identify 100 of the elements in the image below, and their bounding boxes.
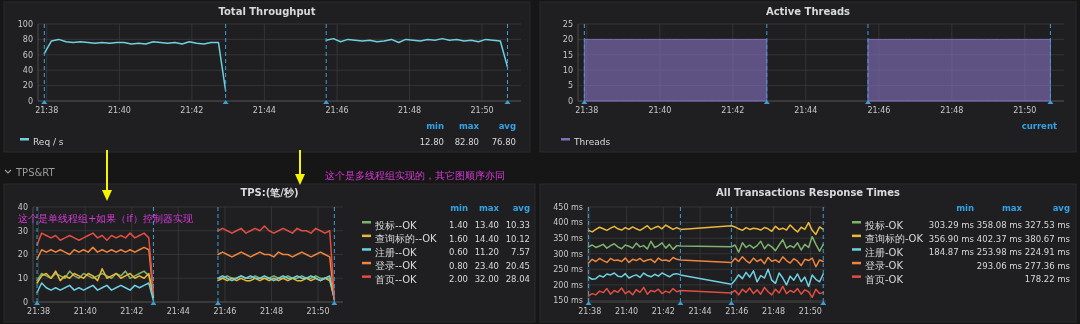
x-tick-label: 21:42 xyxy=(721,106,745,115)
x-tick-label: 21:40 xyxy=(107,106,131,115)
text: 28.04 xyxy=(505,274,530,285)
legend-label: 查询标的-OK xyxy=(865,233,924,245)
x-tick-label: 21:50 xyxy=(470,106,494,115)
x-tick-label: 21:42 xyxy=(120,307,144,316)
legend-label: 查询标的--OK xyxy=(375,233,438,245)
text: 10.12 xyxy=(505,233,530,244)
x-tick-label: 21:46 xyxy=(867,106,891,115)
x-tick-label: 21:40 xyxy=(648,106,672,115)
legend-label: 登录-OK xyxy=(865,260,904,272)
text: 402.37 ms xyxy=(976,233,1023,244)
text: 253.98 ms xyxy=(976,247,1023,258)
x-tick-label: 21:48 xyxy=(762,307,786,316)
x-tick-label: 21:40 xyxy=(615,307,639,316)
legend-label: 投标-OK xyxy=(864,219,904,231)
x-tick-label: 21:50 xyxy=(798,307,822,316)
y-tick-label: 450 ms xyxy=(553,202,583,212)
y-tick-label: 250 ms xyxy=(553,265,583,275)
y-tick-label: 40 xyxy=(22,66,33,75)
legend-label: 登录--OK xyxy=(375,260,418,272)
y-tick-label: 20 xyxy=(562,35,573,45)
x-tick-label: 21:38 xyxy=(578,307,602,316)
text: 76.80 xyxy=(491,136,516,147)
x-tick-label: 21:40 xyxy=(73,307,97,316)
x-tick-label: 21:42 xyxy=(651,307,675,316)
y-tick-label: 0 xyxy=(567,96,573,106)
text: min xyxy=(956,203,974,213)
text: 11.20 xyxy=(474,247,499,258)
text: min xyxy=(450,203,468,213)
x-tick-label: 21:50 xyxy=(1013,106,1037,115)
x-tick-label: 21:46 xyxy=(725,307,749,316)
x-tick-label: 21:38 xyxy=(35,106,59,115)
text: 20.45 xyxy=(505,260,530,271)
annotation: 这个是单线程组+如果（if）控制器实现 xyxy=(18,213,193,224)
y-tick-label: 20 xyxy=(17,250,28,260)
text: 12.80 xyxy=(419,136,444,147)
x-tick-label: 21:44 xyxy=(252,106,276,115)
text: 0.60 xyxy=(449,247,468,258)
text: 1.60 xyxy=(449,233,468,244)
y-tick-label: 25 xyxy=(562,19,573,29)
text: avg xyxy=(512,203,530,213)
text: max xyxy=(458,121,480,131)
text: 14.40 xyxy=(474,233,499,244)
y-tick-label: 300 ms xyxy=(553,249,583,259)
text: 224.91 ms xyxy=(1024,247,1071,258)
text: TPS&RT xyxy=(15,167,56,178)
x-tick-label: 21:44 xyxy=(688,307,712,316)
text: 7.57 xyxy=(511,247,530,258)
text: 13.40 xyxy=(474,219,499,230)
y-tick-label: 100 xyxy=(17,19,33,29)
x-tick-label: 21:42 xyxy=(180,106,204,115)
y-tick-label: 30 xyxy=(17,226,28,236)
y-tick-label: 400 ms xyxy=(553,218,583,228)
x-tick-label: 21:48 xyxy=(398,106,422,115)
y-tick-label: 10 xyxy=(562,66,573,75)
x-tick-label: 21:46 xyxy=(325,106,349,115)
text: avg xyxy=(1052,203,1070,213)
line-series xyxy=(587,256,824,268)
x-tick-label: 21:50 xyxy=(306,307,330,316)
y-tick-label: 200 ms xyxy=(553,280,583,290)
text: 327.53 ms xyxy=(1024,219,1071,230)
text: 2.00 xyxy=(449,274,468,285)
legend-label: 首页-OK xyxy=(865,273,904,285)
text: 0.80 xyxy=(449,260,468,271)
text: 356.90 ms xyxy=(928,233,975,244)
line-series xyxy=(587,235,824,253)
text: 293.06 ms xyxy=(976,260,1023,271)
chart-title: Active Threads xyxy=(765,6,851,17)
text: avg xyxy=(498,121,516,131)
y-tick-label: 80 xyxy=(22,35,33,45)
x-tick-label: 21:48 xyxy=(259,307,283,316)
text: 82.80 xyxy=(454,136,479,147)
x-tick-label: 21:46 xyxy=(213,307,237,316)
x-tick-label: 21:44 xyxy=(794,106,818,115)
line-series xyxy=(587,268,824,288)
x-tick-label: 21:48 xyxy=(940,106,964,115)
y-tick-label: 60 xyxy=(22,50,33,60)
y-tick-label: 150 ms xyxy=(553,296,583,306)
text: 358.08 ms xyxy=(976,219,1023,230)
legend-label: Req / s xyxy=(33,137,64,148)
y-tick-label: 10 xyxy=(17,274,28,284)
text: current xyxy=(1021,121,1057,131)
text: max xyxy=(1001,203,1023,213)
text: 277.36 ms xyxy=(1024,260,1071,271)
y-tick-label: 350 ms xyxy=(553,233,583,243)
chart-title: All Transactions Response Times xyxy=(715,187,901,198)
text: 1.40 xyxy=(449,219,468,230)
legend-label: 投标--OK xyxy=(374,219,418,231)
text: 184.87 ms xyxy=(928,247,975,258)
text: 32.00 xyxy=(474,274,499,285)
x-tick-label: 21:44 xyxy=(166,307,190,316)
text: max xyxy=(478,203,500,213)
legend-label: 注册-OK xyxy=(865,246,904,258)
x-tick-label: 21:38 xyxy=(27,307,51,316)
text: 10.33 xyxy=(505,219,530,230)
y-tick-label: 40 xyxy=(17,202,28,212)
legend-label: 注册--OK xyxy=(375,246,418,258)
chart-title: TPS:(笔/秒) xyxy=(240,187,299,198)
text: min xyxy=(426,121,444,131)
